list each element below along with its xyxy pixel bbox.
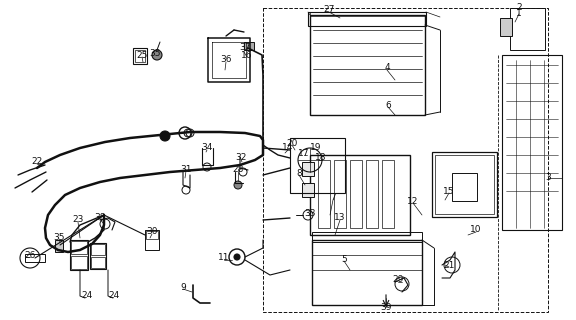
Bar <box>25 254 45 262</box>
Text: 21: 21 <box>444 260 454 269</box>
Circle shape <box>160 131 170 141</box>
Text: 7: 7 <box>330 194 336 203</box>
Bar <box>70 240 88 270</box>
Bar <box>312 240 422 305</box>
Bar <box>290 138 345 193</box>
Bar <box>135 50 145 62</box>
Text: 30: 30 <box>146 228 158 236</box>
Text: 20: 20 <box>286 139 298 148</box>
Text: 25: 25 <box>137 51 147 60</box>
Bar <box>55 240 63 252</box>
Text: 28: 28 <box>232 165 244 174</box>
Bar <box>91 244 105 255</box>
Text: 34: 34 <box>202 143 213 153</box>
Bar <box>310 15 425 115</box>
Text: 8: 8 <box>296 169 302 178</box>
Text: 15: 15 <box>444 187 454 196</box>
Bar <box>382 160 394 228</box>
Text: 24: 24 <box>108 292 120 300</box>
Bar <box>71 256 87 269</box>
Bar <box>318 160 330 228</box>
Bar <box>350 160 362 228</box>
Text: 1: 1 <box>516 10 522 19</box>
Text: 14: 14 <box>282 143 294 153</box>
Bar <box>308 12 426 26</box>
Bar <box>302 162 314 176</box>
Circle shape <box>152 50 162 60</box>
Text: 33: 33 <box>304 209 316 218</box>
Text: 37: 37 <box>239 44 251 52</box>
Text: 36: 36 <box>220 55 232 65</box>
Bar <box>500 18 512 36</box>
Bar <box>263 8 548 312</box>
Text: 29: 29 <box>392 276 404 284</box>
Bar <box>312 255 422 270</box>
Text: 10: 10 <box>470 226 482 235</box>
Text: 32: 32 <box>236 153 247 162</box>
Text: 13: 13 <box>334 213 346 222</box>
Bar <box>91 257 105 268</box>
Text: 38: 38 <box>94 212 106 221</box>
Text: 9: 9 <box>180 283 186 292</box>
Text: 16: 16 <box>241 51 253 60</box>
Bar <box>312 232 422 242</box>
Text: 39: 39 <box>380 302 392 311</box>
Text: 31: 31 <box>180 164 192 173</box>
Bar <box>510 8 545 50</box>
Bar <box>145 230 159 250</box>
Bar <box>334 160 346 228</box>
Text: 2: 2 <box>516 3 522 12</box>
Text: 3: 3 <box>545 173 551 182</box>
Bar <box>71 241 87 254</box>
Text: 23: 23 <box>73 215 84 225</box>
Bar <box>244 42 254 50</box>
Text: 5: 5 <box>341 254 347 263</box>
Bar <box>452 173 477 201</box>
Text: 35: 35 <box>149 49 161 58</box>
Text: 6: 6 <box>385 100 391 109</box>
Text: 11: 11 <box>218 253 230 262</box>
Text: 4: 4 <box>384 63 390 73</box>
Text: 19: 19 <box>310 142 322 151</box>
Bar <box>133 48 147 64</box>
Text: 17: 17 <box>298 148 310 157</box>
Bar <box>90 243 106 269</box>
Bar <box>502 55 562 230</box>
Bar <box>146 231 158 239</box>
Bar <box>435 155 494 214</box>
Bar <box>432 152 497 217</box>
Circle shape <box>234 181 242 189</box>
Text: 22: 22 <box>31 157 43 166</box>
Text: 12: 12 <box>407 196 419 205</box>
Bar <box>366 160 378 228</box>
Text: 24: 24 <box>81 292 93 300</box>
Bar <box>310 155 410 235</box>
Text: 27: 27 <box>323 5 335 14</box>
Text: 35: 35 <box>53 233 65 242</box>
Text: 18: 18 <box>315 153 327 162</box>
Bar <box>310 12 426 16</box>
Text: 26: 26 <box>24 251 36 260</box>
Circle shape <box>234 254 240 260</box>
Bar <box>302 183 314 197</box>
